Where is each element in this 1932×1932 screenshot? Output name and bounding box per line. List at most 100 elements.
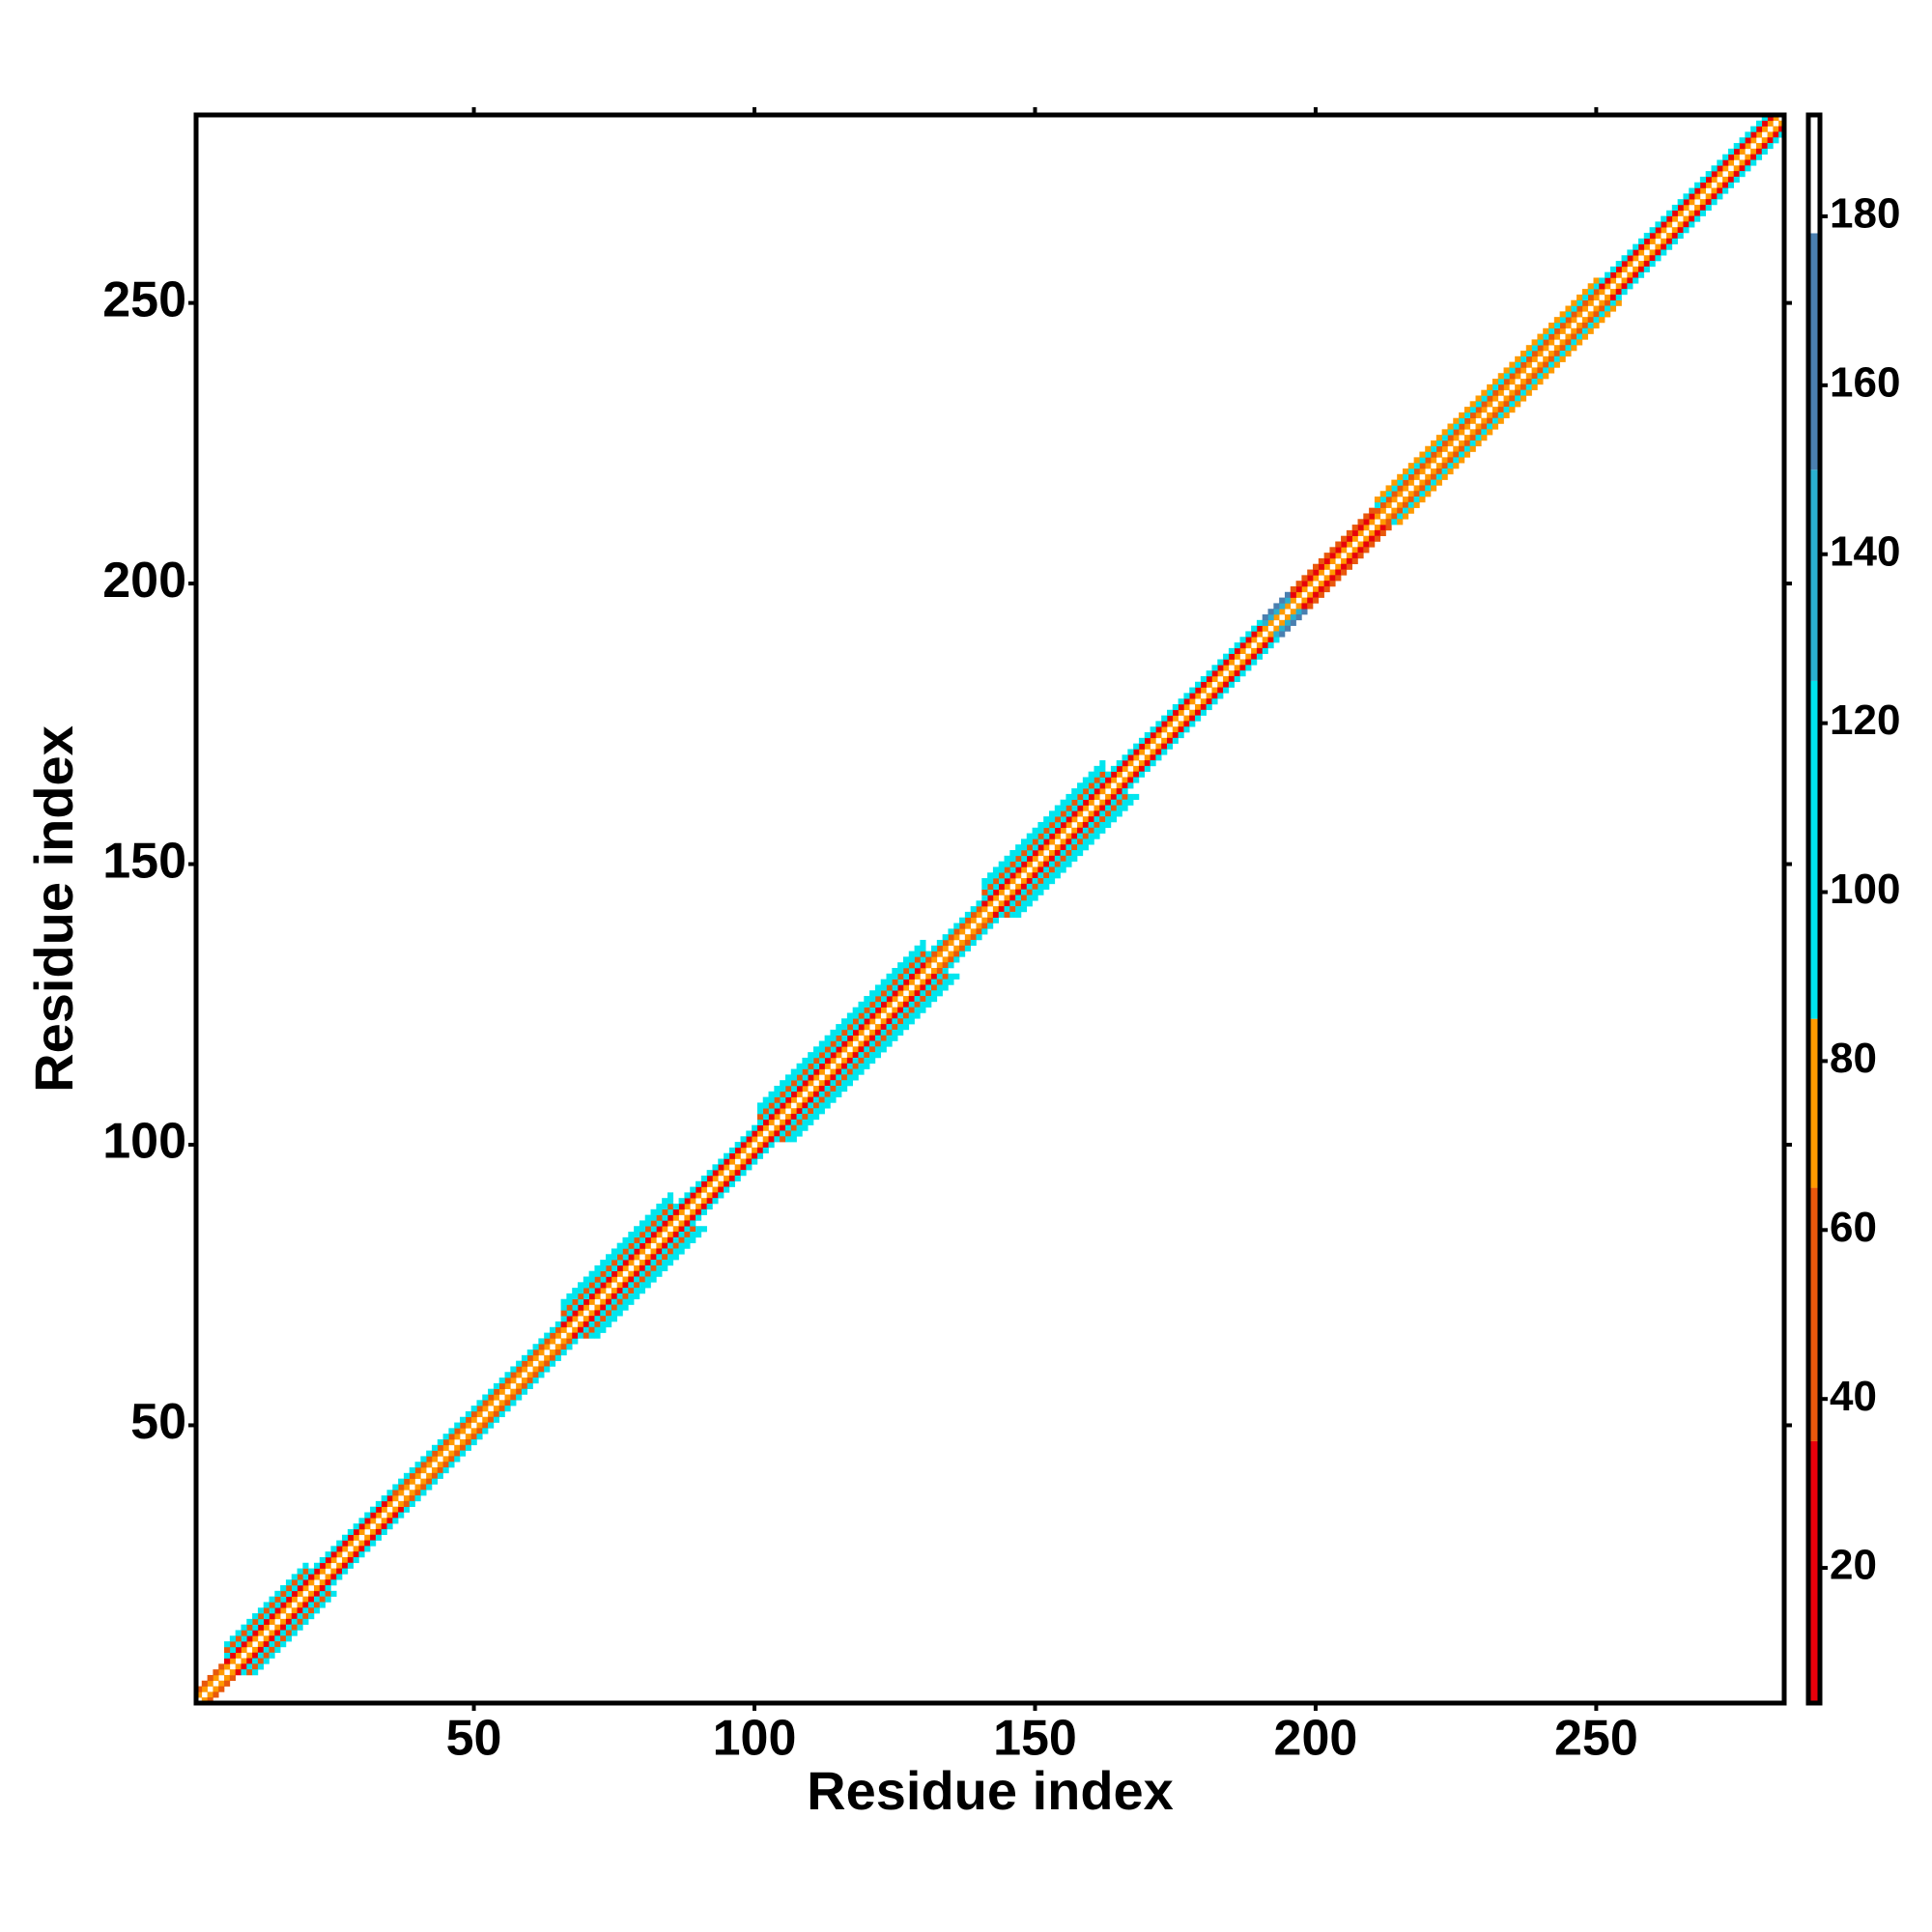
heatmap-cell [1425,463,1432,469]
heatmap-cell [953,923,960,929]
heatmap-cell [1520,355,1527,362]
heatmap-cell [1346,553,1352,559]
heatmap-cell [437,1467,443,1474]
heatmap-cell [1543,327,1549,334]
heatmap-cell [1577,333,1583,340]
heatmap-cell [836,1024,842,1031]
heatmap-cell [1144,760,1151,767]
heatmap-cell [892,990,898,997]
heatmap-cell [274,1630,281,1636]
heatmap-cell [1621,255,1628,262]
heatmap-cell [869,1052,876,1059]
heatmap-cell [1565,345,1572,352]
heatmap-cell [1155,743,1162,750]
heatmap-cell [600,1304,607,1311]
heatmap-cell [931,951,938,957]
heatmap-cell [381,1495,387,1502]
heatmap-cell [808,1108,814,1115]
heatmap-cell [1323,575,1330,582]
heatmap-cell [1341,547,1348,554]
heatmap-cell [353,1528,359,1536]
heatmap-cell [1374,507,1381,514]
heatmap-cell [600,1282,607,1289]
heatmap-cell [1251,659,1258,666]
heatmap-cell [263,1646,270,1654]
heatmap-cell [1649,255,1656,262]
heatmap-cell [908,979,915,985]
heatmap-cell [1761,126,1768,132]
heatmap-cell [403,1500,411,1507]
heatmap-cell [1497,417,1504,424]
heatmap-cell [639,1232,646,1238]
heatmap-cell [1127,782,1134,789]
heatmap-cell [762,1114,769,1121]
heatmap-cell [790,1091,797,1097]
heatmap-cell [1313,569,1320,576]
colorbar-segment [1808,233,1820,470]
heatmap-cell [1497,373,1504,380]
heatmap-cell [1605,283,1611,290]
heatmap-cell [768,1114,775,1121]
heatmap-cell [588,1310,595,1317]
heatmap-cell [566,1298,573,1305]
heatmap-cell [1116,805,1122,811]
heatmap-cell [229,1674,236,1682]
heatmap-cell [634,1236,640,1243]
heatmap-cell [1251,631,1258,638]
heatmap-cell [897,1001,904,1008]
heatmap-cell [902,1018,910,1025]
heatmap-cell [1133,771,1140,778]
heatmap-cell [1453,445,1460,452]
heatmap-cell [560,1326,567,1333]
heatmap-cell [313,1568,321,1575]
heatmap-cell [291,1579,298,1586]
heatmap-cell [1689,215,1695,222]
heatmap-cell [762,1119,769,1125]
heatmap-cell [841,1085,848,1093]
heatmap-cell [1183,721,1190,727]
heatmap-cell [1509,373,1516,380]
heatmap-cell [808,1074,814,1081]
heatmap-cell [1431,445,1437,452]
heatmap-cell [1593,289,1600,296]
heatmap-cell [358,1523,365,1530]
heatmap-cell [852,1012,859,1019]
heatmap-cell [1060,861,1066,867]
heatmap-cell [526,1372,533,1378]
heatmap-cell [1144,743,1151,750]
heatmap-cell [1189,715,1196,722]
heatmap-cell [886,973,893,980]
heatmap-cell [1267,619,1274,626]
heatmap-cell [313,1602,321,1608]
heatmap-cell [1487,384,1493,390]
heatmap-cell [353,1556,359,1564]
heatmap-cell [1379,491,1386,497]
heatmap-cell [1279,619,1286,626]
heatmap-cell [285,1602,293,1608]
heatmap-cell [1043,867,1050,873]
heatmap-cell [1385,513,1392,520]
heatmap-cell [403,1472,411,1479]
heatmap-cell [1761,148,1768,155]
y-tick-label: 150 [102,833,186,889]
heatmap-cell [662,1203,668,1210]
heatmap-cell [1435,463,1442,469]
heatmap-cell [1750,137,1757,144]
heatmap-cell [1435,435,1442,441]
heatmap-cell [1032,833,1038,839]
heatmap-cell [846,1080,853,1087]
heatmap-cell [925,979,932,985]
x-tick-label: 150 [993,1711,1077,1767]
heatmap-cell [280,1635,287,1642]
heatmap-cell [291,1585,298,1592]
heatmap-cell [1609,277,1617,284]
heatmap-cell [1032,844,1038,851]
heatmap-cell [1048,833,1056,839]
heatmap-cell [1615,299,1622,306]
heatmap-cell [611,1254,617,1261]
heatmap-cell [650,1220,657,1227]
heatmap-cell [235,1669,242,1676]
heatmap-cell [263,1658,270,1664]
heatmap-cell [864,996,870,1003]
heatmap-cell [948,939,954,947]
